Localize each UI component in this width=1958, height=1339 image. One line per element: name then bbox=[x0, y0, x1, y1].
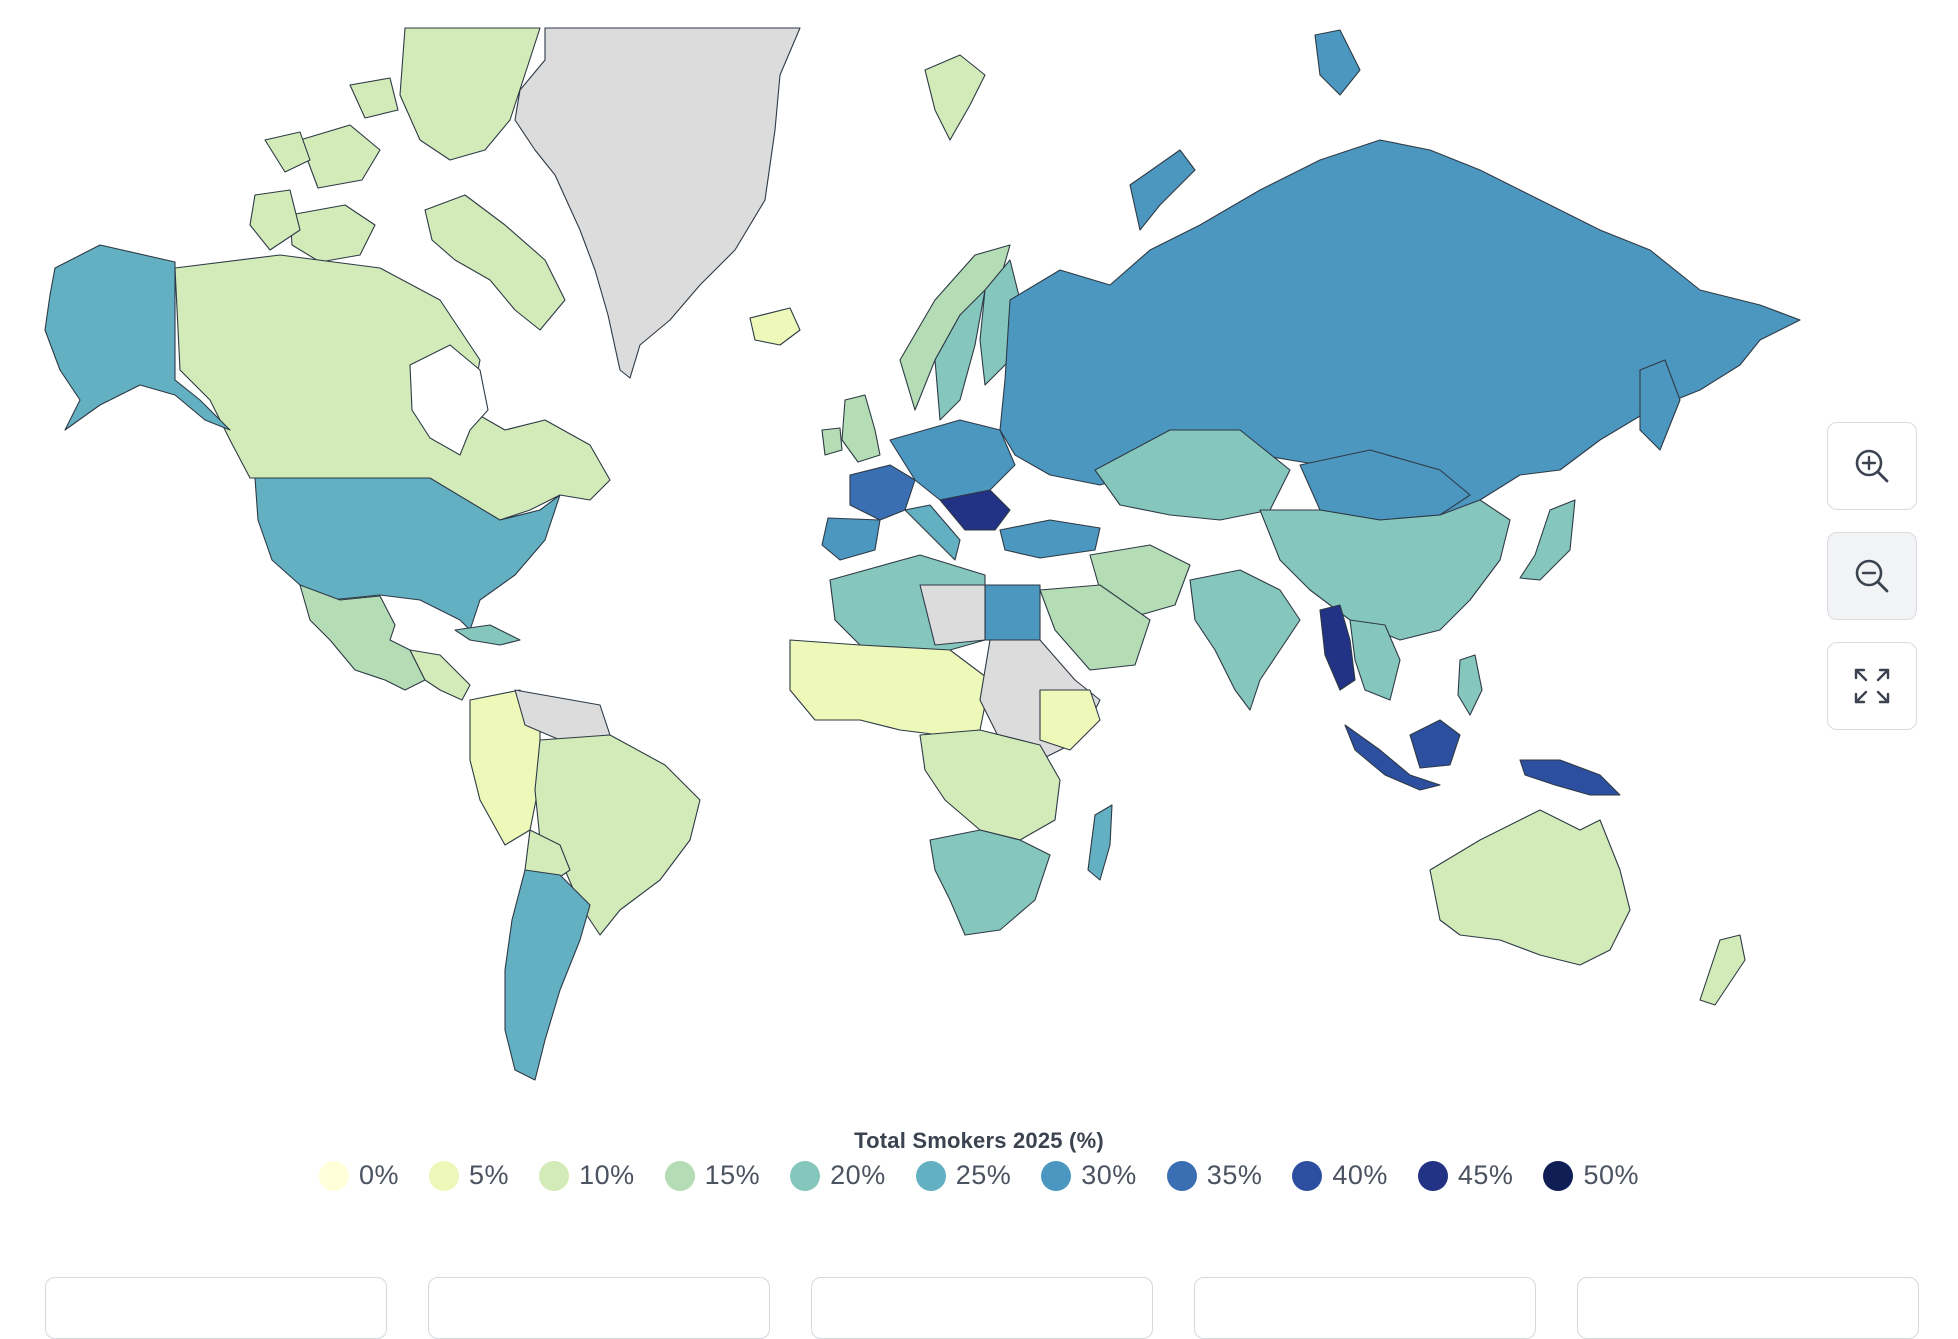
bottom-card-2[interactable] bbox=[428, 1277, 770, 1339]
fullscreen-button[interactable] bbox=[1827, 642, 1917, 730]
legend-label: 45% bbox=[1457, 1160, 1514, 1190]
island-small-2[interactable] bbox=[349, 77, 399, 119]
map-legend: Total Smokers 2025 (%) 0% 5% 10% 15% 20% 25% 3… bbox=[0, 1128, 1958, 1191]
legend-item[interactable]: 40% bbox=[1292, 1160, 1388, 1191]
country-turkey[interactable] bbox=[999, 519, 1101, 559]
legend-label: 30% bbox=[1081, 1160, 1137, 1190]
country-uk[interactable] bbox=[841, 394, 881, 463]
country-spain[interactable] bbox=[821, 517, 881, 561]
legend-label: 35% bbox=[1206, 1160, 1263, 1190]
country-china[interactable] bbox=[1259, 499, 1511, 641]
country-sweden[interactable] bbox=[934, 289, 986, 421]
country-new-zealand[interactable] bbox=[1699, 934, 1746, 1006]
bottom-card-4[interactable] bbox=[1194, 1277, 1536, 1339]
legend-swatch bbox=[664, 1160, 695, 1191]
island-svalbard[interactable] bbox=[924, 54, 986, 141]
country-australia[interactable] bbox=[1429, 809, 1631, 966]
country-indonesia[interactable] bbox=[1344, 724, 1441, 791]
island-ellesmere[interactable] bbox=[299, 124, 381, 189]
zoom-out-icon bbox=[1855, 559, 1889, 593]
island-baffin[interactable] bbox=[424, 194, 566, 331]
legend-item[interactable]: 50% bbox=[1543, 1160, 1639, 1191]
country-india[interactable] bbox=[1189, 569, 1301, 711]
legend-label: 15% bbox=[704, 1160, 761, 1190]
bottom-card-1[interactable] bbox=[45, 1277, 387, 1339]
legend-label: 0% bbox=[359, 1160, 400, 1190]
region-kamchatka[interactable] bbox=[1639, 359, 1681, 451]
legend-label: 10% bbox=[579, 1160, 635, 1190]
legend-swatch bbox=[429, 1160, 460, 1191]
hudson-bay bbox=[409, 344, 489, 456]
country-philippines[interactable] bbox=[1457, 654, 1483, 716]
region-southeast-asia[interactable] bbox=[1349, 619, 1401, 701]
region-southern-africa[interactable] bbox=[929, 829, 1051, 936]
region-balkans[interactable] bbox=[939, 489, 1011, 531]
country-cuba[interactable] bbox=[454, 624, 521, 646]
zoom-in-button[interactable] bbox=[1827, 422, 1917, 510]
country-saudi-arabia[interactable] bbox=[1039, 584, 1151, 671]
island-novaya-zemlya[interactable] bbox=[1129, 149, 1196, 231]
legend-title: Total Smokers 2025 (%) bbox=[854, 1128, 1104, 1153]
legend-swatch bbox=[1417, 1160, 1448, 1191]
country-libya[interactable] bbox=[919, 584, 986, 646]
region-central-africa[interactable] bbox=[919, 729, 1061, 841]
country-iceland[interactable] bbox=[749, 307, 801, 346]
legend-item[interactable]: 0% bbox=[319, 1160, 399, 1191]
country-ireland[interactable] bbox=[821, 427, 843, 456]
legend-swatch bbox=[1041, 1160, 1072, 1191]
legend-swatch bbox=[539, 1160, 570, 1191]
island-banks[interactable] bbox=[249, 189, 301, 251]
legend-item[interactable]: 5% bbox=[429, 1160, 509, 1191]
country-egypt[interactable] bbox=[984, 584, 1041, 641]
fullscreen-icon bbox=[1854, 668, 1890, 704]
legend-label: 5% bbox=[469, 1160, 510, 1190]
country-myanmar[interactable] bbox=[1319, 604, 1356, 691]
legend-label: 25% bbox=[955, 1160, 1012, 1190]
country-japan[interactable] bbox=[1519, 499, 1576, 581]
country-argentina-chile[interactable] bbox=[504, 869, 591, 1081]
country-france[interactable] bbox=[849, 464, 916, 521]
legend-item[interactable]: 30% bbox=[1041, 1160, 1137, 1191]
region-central-america[interactable] bbox=[409, 649, 471, 701]
legend-item[interactable]: 10% bbox=[539, 1160, 635, 1191]
zoom-in-icon bbox=[1855, 449, 1889, 483]
legend-label: 20% bbox=[830, 1160, 886, 1190]
zoom-out-button[interactable] bbox=[1827, 532, 1917, 620]
country-canada-arctic[interactable] bbox=[399, 27, 541, 161]
legend-swatch bbox=[1292, 1160, 1323, 1191]
legend-label: 40% bbox=[1332, 1160, 1388, 1190]
island-borneo[interactable] bbox=[1409, 719, 1461, 769]
country-canada[interactable] bbox=[174, 254, 611, 521]
country-mexico[interactable] bbox=[299, 584, 426, 691]
legend-item[interactable]: 35% bbox=[1166, 1160, 1263, 1191]
legend-items: 0% 5% 10% 15% 20% 25% 30% 35% 40% 45% 50% bbox=[0, 1160, 1958, 1191]
country-greenland[interactable] bbox=[514, 27, 801, 379]
country-madagascar[interactable] bbox=[1087, 804, 1113, 881]
bottom-card-3[interactable] bbox=[811, 1277, 1153, 1339]
region-central-europe[interactable] bbox=[889, 419, 1016, 501]
world-map[interactable] bbox=[0, 0, 1958, 1090]
legend-label: 50% bbox=[1583, 1160, 1639, 1190]
region-east-africa[interactable] bbox=[1039, 689, 1101, 751]
legend-item[interactable]: 20% bbox=[790, 1160, 886, 1191]
legend-swatch bbox=[790, 1160, 821, 1191]
legend-swatch bbox=[319, 1160, 349, 1191]
bottom-card-5[interactable] bbox=[1577, 1277, 1919, 1339]
world-map-svg[interactable] bbox=[0, 0, 1958, 1090]
legend-item[interactable]: 15% bbox=[664, 1160, 761, 1191]
island-victoria[interactable] bbox=[289, 204, 376, 263]
island-small-1[interactable] bbox=[264, 131, 311, 173]
legend-swatch bbox=[915, 1160, 946, 1191]
legend-swatch bbox=[1166, 1160, 1197, 1191]
legend-item[interactable]: 45% bbox=[1417, 1160, 1514, 1191]
legend-item[interactable]: 25% bbox=[915, 1160, 1012, 1191]
island-franz-josef[interactable] bbox=[1314, 29, 1361, 96]
country-usa-alaska[interactable] bbox=[44, 244, 231, 431]
legend-swatch bbox=[1543, 1160, 1574, 1191]
island-new-guinea[interactable] bbox=[1519, 759, 1621, 796]
country-italy[interactable] bbox=[904, 504, 961, 561]
region-west-africa[interactable] bbox=[789, 639, 991, 736]
